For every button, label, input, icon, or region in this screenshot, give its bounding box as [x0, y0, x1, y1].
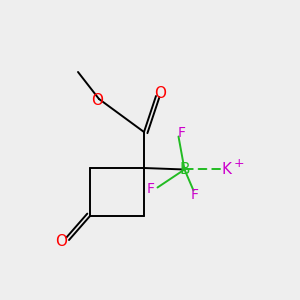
- Text: O: O: [154, 85, 166, 100]
- Text: O: O: [56, 234, 68, 249]
- Text: B: B: [179, 162, 190, 177]
- Text: F: F: [147, 182, 155, 196]
- Text: O: O: [92, 93, 104, 108]
- Text: +: +: [234, 157, 244, 170]
- Text: K: K: [221, 162, 232, 177]
- Text: F: F: [178, 126, 185, 140]
- Text: F: F: [191, 188, 199, 202]
